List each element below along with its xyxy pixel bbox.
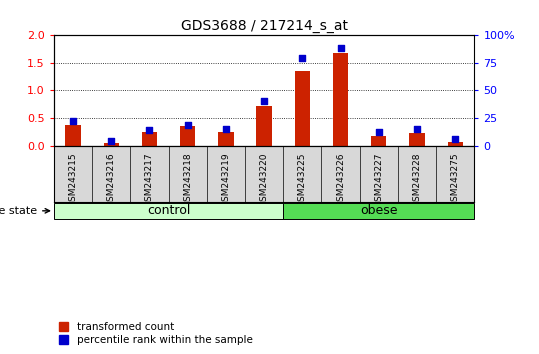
Bar xyxy=(371,136,386,145)
Text: GSM243217: GSM243217 xyxy=(145,152,154,207)
Point xyxy=(451,136,460,142)
Text: GSM243218: GSM243218 xyxy=(183,152,192,207)
Point xyxy=(413,126,421,132)
Bar xyxy=(295,71,310,145)
Point xyxy=(107,138,115,144)
Text: GSM243216: GSM243216 xyxy=(107,152,116,207)
Legend: transformed count, percentile rank within the sample: transformed count, percentile rank withi… xyxy=(59,322,253,345)
Point xyxy=(68,119,77,124)
Point xyxy=(298,55,307,61)
Text: disease state: disease state xyxy=(0,206,50,216)
Point xyxy=(336,45,345,51)
Text: GSM243220: GSM243220 xyxy=(260,152,268,207)
Text: GSM243219: GSM243219 xyxy=(222,152,230,207)
Bar xyxy=(180,126,195,145)
Bar xyxy=(409,133,425,145)
Text: control: control xyxy=(147,204,190,217)
Text: GSM243215: GSM243215 xyxy=(68,152,78,207)
Point xyxy=(375,130,383,135)
Bar xyxy=(283,204,474,219)
Text: GSM243228: GSM243228 xyxy=(412,152,421,207)
Bar xyxy=(218,132,233,145)
Text: GSM243275: GSM243275 xyxy=(451,152,460,207)
Point xyxy=(260,99,268,104)
Title: GDS3688 / 217214_s_at: GDS3688 / 217214_s_at xyxy=(181,19,348,33)
Bar xyxy=(54,204,283,219)
Bar xyxy=(103,143,119,145)
Point xyxy=(222,126,230,132)
Bar xyxy=(142,132,157,145)
Text: GSM243226: GSM243226 xyxy=(336,152,345,207)
Bar xyxy=(257,106,272,145)
Text: obese: obese xyxy=(360,204,398,217)
Point xyxy=(145,127,154,132)
Bar xyxy=(333,53,348,145)
Point xyxy=(183,122,192,127)
Bar xyxy=(447,142,463,145)
Text: GSM243227: GSM243227 xyxy=(374,152,383,207)
Text: GSM243225: GSM243225 xyxy=(298,152,307,207)
Bar xyxy=(65,125,81,145)
